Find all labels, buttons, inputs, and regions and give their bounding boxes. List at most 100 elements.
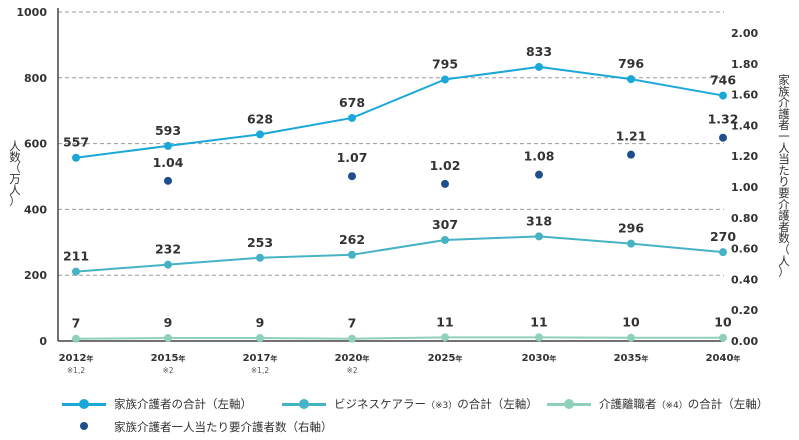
data-point	[256, 130, 264, 139]
axis-title-char: 人	[778, 254, 790, 268]
right-axis-ticks: 0.00 0.20 0.40 0.60 0.80 1.00 1.20 1.40 1.60 1.80…	[731, 27, 758, 348]
data-point	[441, 235, 449, 244]
x-tick-label: 2015年	[151, 353, 186, 364]
axis-title-char: （	[9, 161, 21, 175]
axis-title-char: ）	[778, 265, 790, 279]
data-label: 678	[339, 95, 365, 110]
left-axis-ticks: 0 200 400 600 800 1000	[16, 6, 47, 348]
axis-title-char: た	[778, 163, 790, 177]
data-point	[627, 75, 635, 84]
right-tick-label: 1.40	[731, 119, 758, 132]
left-tick-label: 400	[24, 203, 47, 216]
data-point	[256, 253, 264, 262]
data-point	[348, 334, 356, 343]
left-tick-label: 600	[24, 138, 47, 151]
legend-item-business-carers: ビジネスケアラー （※3） の合計（左軸）	[282, 396, 538, 412]
x-tick-note: ※2	[346, 366, 357, 375]
left-tick-label: 800	[24, 72, 47, 85]
data-label: 593	[155, 123, 181, 138]
axis-title-char: 人	[9, 183, 21, 197]
right-tick-label: 1.60	[731, 89, 758, 102]
left-tick-label: 200	[24, 269, 47, 282]
x-tick-label: 2012年	[59, 353, 94, 364]
axis-title-char: 要	[778, 186, 790, 200]
axis-title-char: 介	[778, 96, 790, 110]
data-point	[164, 141, 172, 150]
data-label: 318	[526, 213, 552, 228]
data-label: 7	[72, 316, 81, 331]
data-label: 9	[164, 315, 173, 330]
data-label: 10	[714, 315, 732, 330]
right-tick-label: 0.80	[731, 212, 758, 225]
data-point	[441, 75, 449, 84]
axis-title-char: 族	[778, 84, 790, 98]
data-label: 628	[247, 111, 273, 126]
data-point	[535, 170, 543, 179]
data-point	[441, 179, 449, 188]
series-1: 211 232 253 262 307 318 296 270	[63, 213, 736, 276]
data-label: 11	[530, 314, 547, 329]
axis-title-char: り	[778, 175, 790, 189]
right-tick-label: 1.20	[731, 150, 758, 163]
data-point	[535, 62, 543, 71]
data-point	[719, 133, 727, 142]
series-line	[75, 65, 724, 159]
axis-title-char: 人	[9, 139, 21, 153]
data-label: 296	[618, 221, 644, 236]
x-tick-label: 2017年	[243, 353, 278, 364]
series-line	[75, 336, 723, 340]
right-tick-label: 0.60	[731, 243, 758, 256]
axis-title-char: 数	[9, 150, 21, 164]
x-tick-note: ※2	[162, 366, 173, 375]
right-axis-title: 家族介護者一人当たり要介護者数（人）	[778, 73, 790, 279]
axis-titles: 人数（万人）家族介護者一人当たり要介護者数（人）	[9, 73, 790, 279]
legend-item-family-caregivers: 家族介護者の合計（左軸）	[62, 396, 252, 412]
x-tick-label: 2020年	[335, 353, 370, 364]
data-point	[627, 333, 635, 342]
data-point	[348, 113, 356, 122]
axis-title-char: 護	[778, 107, 790, 121]
axis-title-char: 数	[778, 231, 790, 245]
axis-title-char: 護	[778, 209, 790, 223]
legend-label: 家族介護者一人当たり要介護者数（右軸）	[114, 420, 333, 434]
x-tick-label: 2025年	[428, 353, 463, 364]
data-label: 746	[710, 73, 736, 88]
data-label: 7	[348, 316, 357, 331]
left-tick-label: 0	[39, 335, 47, 348]
x-tick-label: 2040年	[706, 353, 741, 364]
series: 557 593 628 678 795 833 796 746 211 232 253 262 307 3…	[63, 44, 738, 343]
axis-title-char: 者	[778, 118, 790, 132]
legend-swatch-line-icon	[547, 398, 591, 410]
axis-title-char: 介	[778, 197, 790, 211]
legend-swatch-line-icon	[62, 398, 106, 410]
legend-label: ビジネスケアラー	[334, 397, 426, 411]
right-tick-label: 1.00	[731, 181, 758, 194]
legend-note: （※4）	[656, 400, 688, 411]
legend-swatch-line-icon	[282, 398, 326, 410]
data-point	[72, 334, 80, 343]
data-label: 557	[63, 135, 89, 150]
x-tick-label: 2030年	[522, 353, 557, 364]
data-label: 795	[432, 56, 458, 71]
data-point	[441, 333, 449, 342]
series-3: 1.04 1.07 1.02 1.08 1.21 1.32	[153, 112, 738, 188]
axis-title-char: 当	[778, 152, 790, 166]
legend-label: 家族介護者の合計（左軸）	[114, 397, 252, 411]
axis-title-char: 人	[778, 141, 790, 155]
data-label: 11	[436, 314, 453, 329]
data-label: 10	[622, 315, 640, 330]
data-label: 270	[710, 229, 736, 244]
legend-label-suffix: の合計（左軸）	[457, 397, 538, 411]
right-tick-label: 0.00	[731, 335, 758, 348]
data-point	[535, 232, 543, 241]
axis-title-char: 万	[9, 172, 21, 186]
grid	[58, 11, 724, 276]
left-axis-title: 人数（万人）	[9, 139, 21, 208]
legend-note: （※3）	[426, 400, 458, 411]
legend-item-ratio: 家族介護者一人当たり要介護者数（右軸）	[62, 419, 333, 435]
data-label: 1.21	[616, 129, 647, 144]
axis-title-char: 一	[778, 130, 790, 144]
series-0: 557 593 628 678 795 833 796 746	[63, 44, 736, 162]
data-label: 1.02	[430, 158, 461, 173]
